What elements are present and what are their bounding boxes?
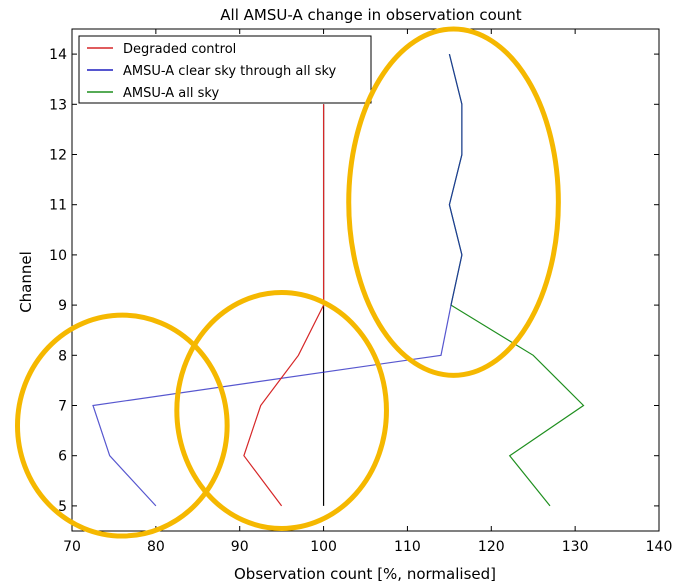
series-line-3: [448, 53, 585, 507]
y-tick-label: 11: [49, 198, 67, 214]
legend-label-3: AMSU-A all sky: [123, 86, 219, 101]
chart-title: All AMSU-A change in observation count: [220, 6, 522, 24]
y-axis-label: Channel: [17, 251, 35, 313]
y-tick-label: 8: [58, 348, 67, 364]
y-tick-label: 10: [49, 248, 67, 264]
series-line-2: [92, 53, 463, 507]
x-tick-label: 80: [147, 539, 165, 555]
y-tick-label: 9: [58, 298, 67, 314]
series-line-1: [243, 104, 325, 507]
highlight-ellipse-3: [346, 26, 561, 378]
highlight-ellipse-1: [14, 312, 230, 539]
highlight-ellipse-2: [174, 290, 389, 531]
x-tick-label: 90: [231, 539, 249, 555]
y-tick-label: 12: [49, 148, 67, 164]
legend-box: [78, 35, 372, 104]
x-tick-label: 120: [478, 539, 505, 555]
y-tick-label: 6: [58, 449, 67, 465]
y-tick-label: 14: [49, 47, 67, 63]
x-axis-label: Observation count [%, normalised]: [234, 565, 496, 583]
legend: Degraded control AMSU-A clear sky through…: [78, 35, 372, 104]
plot-frame: [71, 28, 660, 532]
x-tick-label: 140: [646, 539, 673, 555]
y-tick-label: 7: [58, 399, 67, 415]
y-tick-label: 13: [49, 97, 67, 113]
legend-label-1: Degraded control: [123, 42, 236, 57]
x-tick-label: 70: [63, 539, 81, 555]
legend-label-2: AMSU-A clear sky through all sky: [123, 64, 337, 79]
x-tick-label: 100: [310, 539, 337, 555]
x-tick-label: 110: [394, 539, 421, 555]
y-tick-label: 5: [58, 499, 67, 515]
x-tick-label: 130: [562, 539, 589, 555]
